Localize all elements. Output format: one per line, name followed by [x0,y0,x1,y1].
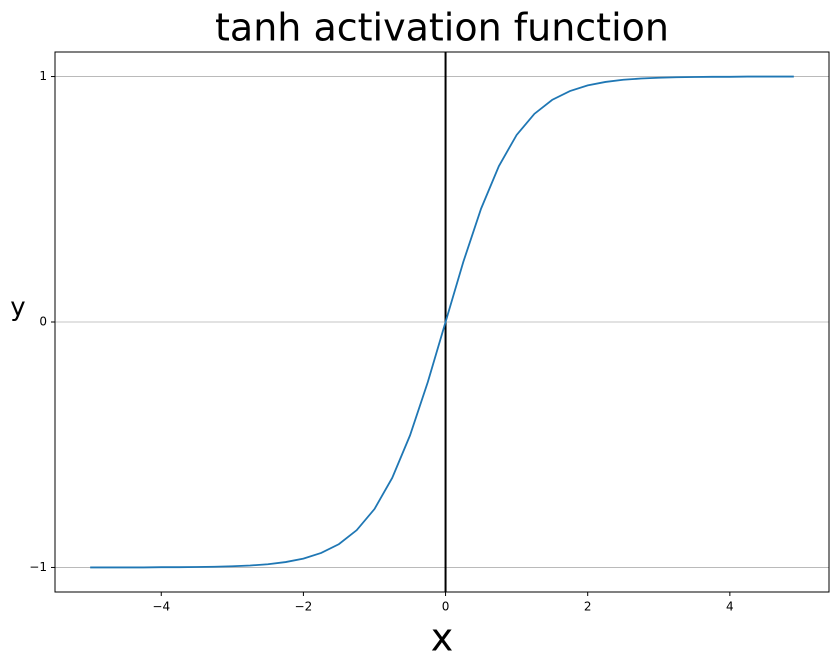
x-tick-label: 0 [442,600,450,614]
chart-title: tanh activation function [215,6,669,50]
x-tick-label: −4 [152,600,170,614]
y-tick-label: 0 [39,315,47,329]
x-tick-label: 2 [584,600,592,614]
y-axis-label: y [10,293,25,323]
x-axis-label: x [431,616,454,660]
line [90,75,794,569]
plot-frame [54,51,830,593]
x-tick-label: −2 [295,600,313,614]
x-tick-label: 4 [726,600,734,614]
y-tick-label: −1 [29,560,47,574]
y-tick-label: 1 [39,69,47,83]
